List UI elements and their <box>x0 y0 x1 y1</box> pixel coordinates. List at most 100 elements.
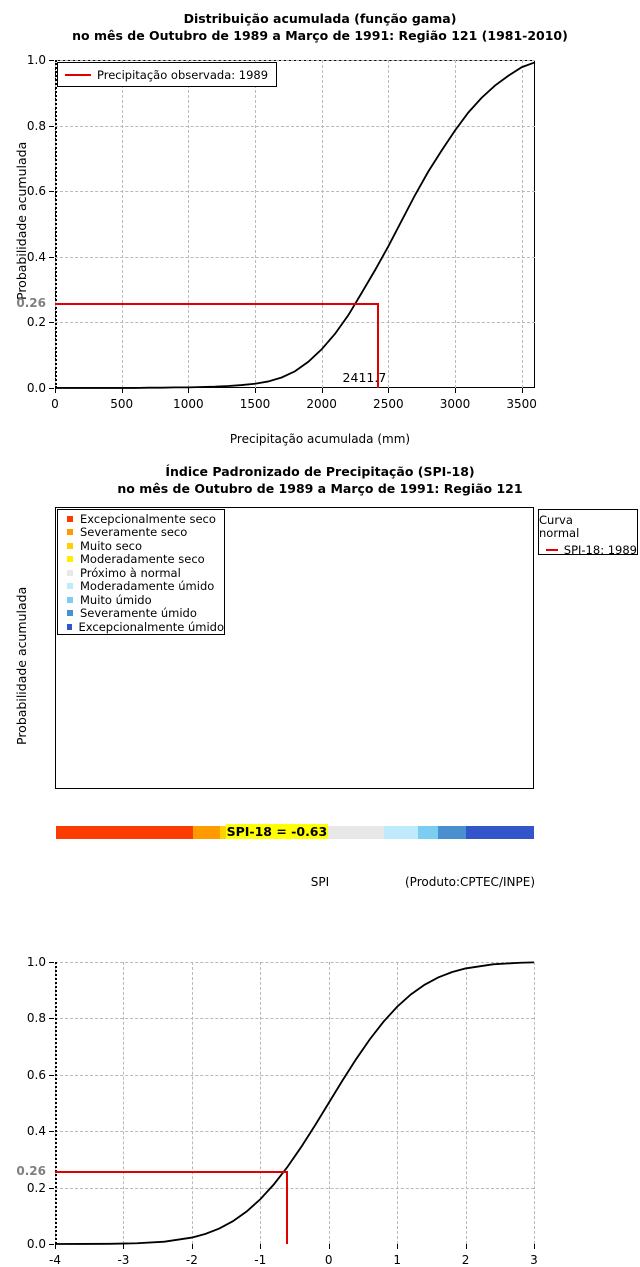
highlighted-probability-label: 0.26 <box>16 1163 46 1178</box>
gamma-cdf-panel: Distribuição acumulada (função gama) no … <box>0 0 640 455</box>
spi-curve-legend: Curva normal SPI-18: 1989 <box>538 509 638 557</box>
gridline-horizontal <box>55 1131 534 1133</box>
legend-item-spi-observed: SPI-18: 1989 <box>539 543 637 557</box>
legend-item-category: Excepcionalmente seco <box>58 512 224 526</box>
x-axis-tick-label: -3 <box>117 1253 130 1267</box>
legend-item-category-label: Excepcionalmente seco <box>80 511 216 526</box>
legend-item-observed: Precipitação observada: 1989 <box>58 63 276 86</box>
y-axis-tick-label: 0.6 <box>26 184 46 199</box>
color-swatch-icon <box>67 529 73 536</box>
y-axis-tick <box>49 1018 54 1020</box>
y-axis-tick <box>49 1244 54 1245</box>
y-axis-line <box>55 962 57 1244</box>
x-axis-tick-label: 500 <box>110 397 134 411</box>
y-axis-tick-label: 0.0 <box>26 1237 46 1251</box>
x-axis-tick-label: 0 <box>324 1253 333 1267</box>
gridline-horizontal <box>55 1018 534 1020</box>
gamma-legend: Precipitação observada: 1989 <box>57 62 277 87</box>
x-axis-tick-label: -1 <box>254 1253 267 1267</box>
gridline-vertical <box>465 962 467 1244</box>
x-axis-tick <box>534 1244 535 1249</box>
legend-item-category: Moderadamente úmido <box>58 579 224 593</box>
legend-item-normal-curve-label: Curva normal <box>539 513 580 540</box>
spi-chart-subtitle: no mês de Outubro de 1989 a Março de 199… <box>117 481 523 496</box>
legend-item-category: Moderadamente seco <box>58 552 224 566</box>
curve-svg <box>55 61 536 389</box>
gridline-horizontal <box>55 962 534 963</box>
spi-cdf-panel: Índice Padronizado de Precipitação (SPI-… <box>0 455 640 1267</box>
x-axis-tick <box>123 1244 125 1249</box>
legend-item-category: Muito úmido <box>58 593 224 607</box>
x-axis-tick-label: -2 <box>185 1253 198 1267</box>
y-axis-tick <box>49 322 54 324</box>
x-axis-tick-label: 0 <box>51 397 59 411</box>
gamma-probability-marker-line <box>55 302 377 305</box>
colorbar-segment <box>192 826 220 839</box>
gamma-x-axis-title: Precipitação acumulada (mm) <box>229 432 411 446</box>
gamma-chart-title: Distribuição acumulada (função gama) <box>183 11 457 26</box>
gridline-vertical <box>255 60 256 388</box>
colorbar-segment <box>465 826 534 839</box>
red-line-icon <box>546 548 558 551</box>
spi-value-label-value: = -0.63 <box>272 824 328 839</box>
legend-item-category: Excepcionalmente úmido <box>58 620 224 634</box>
legend-item-category-label: Severamente úmido <box>80 606 197 621</box>
legend-item-category-label: Muito seco <box>80 538 143 553</box>
x-axis-tick <box>188 388 190 393</box>
spi-category-colorbar <box>56 826 534 839</box>
gridline-vertical <box>388 60 390 388</box>
color-swatch-icon <box>67 542 73 549</box>
gridline-vertical <box>191 962 193 1244</box>
legend-item-category: Severamente úmido <box>58 606 224 621</box>
legend-item-category-label: Excepcionalmente úmido <box>78 619 224 634</box>
colorbar-segment <box>56 826 193 839</box>
gridline-vertical <box>534 962 535 1244</box>
gridline-vertical <box>188 60 190 388</box>
gridline-horizontal <box>55 191 535 193</box>
legend-item-category-label: Severamente seco <box>80 525 188 540</box>
color-swatch-icon <box>67 515 73 522</box>
product-credit: (Produto:CPTEC/INPE) <box>405 875 535 889</box>
colorbar-segment <box>417 826 439 839</box>
x-axis-tick-label: 3000 <box>439 397 471 411</box>
x-axis-tick-label: 1500 <box>239 397 271 411</box>
spi-category-legend: Excepcionalmente seco Severamente seco Mui… <box>57 509 225 635</box>
x-axis-tick <box>521 388 523 393</box>
legend-item-category: Próximo à normal <box>58 566 224 580</box>
gridline-horizontal <box>55 125 535 127</box>
x-axis-tick-label: 1 <box>393 1253 401 1267</box>
y-axis-tick-label: 0.6 <box>26 1067 46 1082</box>
x-axis-tick-label: 3500 <box>506 397 537 411</box>
x-axis-tick <box>260 1244 262 1249</box>
gridline-vertical <box>260 962 262 1244</box>
y-axis-tick <box>49 256 54 258</box>
spi-chart-title: Índice Padronizado de Precipitação (SPI-… <box>165 464 475 479</box>
y-axis-tick-label: 0.2 <box>26 315 46 330</box>
gridline-vertical <box>321 60 323 388</box>
legend-item-category-label: Próximo à normal <box>80 565 181 580</box>
x-axis-tick <box>55 388 56 393</box>
gamma-precipitation-marker-line <box>376 302 379 388</box>
y-axis-tick-label: 0.8 <box>26 118 46 133</box>
y-axis-tick <box>49 125 54 127</box>
spi-x-axis-title: SPI <box>310 875 330 889</box>
gridline-vertical <box>521 60 523 388</box>
y-axis-tick <box>49 388 54 389</box>
y-axis-tick-label: 1.0 <box>26 955 46 969</box>
y-axis-tick-label: 0.4 <box>26 1124 46 1139</box>
spi-probability-marker-line <box>55 1170 286 1173</box>
y-axis-tick <box>49 962 54 963</box>
gridline-horizontal <box>55 1074 534 1076</box>
legend-item-category-label: Muito úmido <box>80 592 152 607</box>
x-axis-tick <box>455 388 456 393</box>
spi-value-marker-line <box>285 1170 288 1244</box>
color-swatch-icon <box>67 596 73 603</box>
y-axis-tick-label: 0.8 <box>26 1011 46 1026</box>
x-axis-tick <box>191 1244 193 1249</box>
color-swatch-icon <box>67 556 73 563</box>
data-curve <box>55 61 536 389</box>
red-line-icon <box>65 73 91 76</box>
x-axis-tick <box>397 1244 399 1249</box>
x-axis-tick-label: 2000 <box>306 397 337 411</box>
legend-item-spi-observed-label: SPI-18: 1989 <box>563 542 637 557</box>
